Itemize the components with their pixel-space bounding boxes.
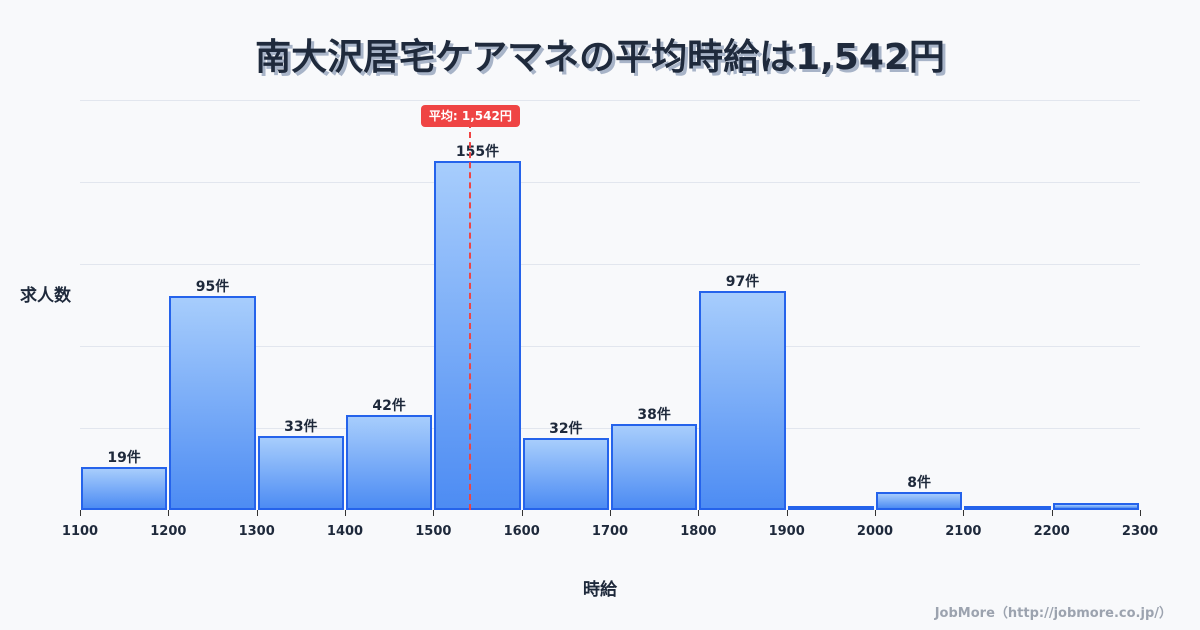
x-tick	[1140, 510, 1141, 516]
x-tick	[786, 510, 788, 516]
plot-area: 19件 95件 33件 42件 155件 32件 38件 97件 8件	[80, 100, 1140, 510]
x-tick	[345, 510, 346, 516]
x-tick-label: 1600	[503, 524, 540, 539]
x-tick-label: 1500	[415, 524, 452, 539]
x-tick	[1051, 510, 1053, 516]
y-axis-title: 求人数	[20, 286, 71, 306]
bar-value-label: 38件	[637, 407, 671, 424]
bar-value-label: 42件	[372, 398, 406, 415]
x-tick-label: 2300	[1121, 524, 1159, 539]
x-tick	[80, 510, 81, 516]
x-tick	[698, 510, 700, 516]
bar-value-label: 32件	[549, 420, 583, 437]
histogram-bar	[876, 491, 963, 510]
x-tick	[875, 510, 876, 516]
x-tick	[521, 510, 523, 516]
histogram-bar	[257, 435, 344, 510]
histogram-bar	[522, 437, 609, 510]
x-tick-label: 1700	[591, 524, 629, 539]
x-tick	[433, 510, 435, 516]
x-tick-label: 1100	[61, 524, 99, 539]
x-tick-label: 2000	[856, 524, 894, 539]
gridline	[80, 264, 1140, 265]
gridline	[80, 346, 1140, 347]
bar-value-label: 155件	[455, 143, 500, 160]
x-tick-label: 1400	[326, 524, 364, 539]
source-credit: JobMore（http://jobmore.co.jp/）	[934, 606, 1172, 621]
histogram-bar	[611, 424, 698, 510]
histogram-bar	[787, 506, 874, 510]
bar-value-label: 97件	[725, 274, 760, 291]
histogram-bar	[346, 415, 433, 510]
x-tick-label: 1900	[768, 524, 805, 539]
mean-line	[469, 122, 472, 510]
histogram-bar	[434, 160, 521, 510]
x-tick	[256, 510, 258, 516]
bar-value-label: 8件	[907, 474, 932, 491]
x-tick-label: 1300	[238, 524, 275, 539]
histogram-bar	[964, 505, 1051, 510]
gridline	[80, 428, 1140, 429]
histogram-bar	[169, 296, 256, 510]
x-axis-title: 時給	[583, 580, 617, 600]
x-tick	[168, 510, 170, 516]
bar-value-label: 95件	[195, 278, 230, 295]
x-tick	[963, 510, 965, 516]
mean-badge: 平均: 1,542円	[420, 105, 520, 127]
x-tick-label: 1200	[150, 524, 187, 539]
bar-value-label: 33件	[284, 418, 318, 435]
x-tick-label: 2100	[945, 524, 982, 539]
bar-value-label: 19件	[107, 450, 141, 467]
x-tick-label: 2200	[1033, 524, 1070, 539]
gridline	[80, 182, 1140, 183]
histogram-bar	[1052, 503, 1139, 510]
x-tick	[610, 510, 611, 516]
x-tick-label: 1800	[680, 524, 717, 539]
gridline	[80, 100, 1140, 101]
histogram-bar	[699, 291, 786, 510]
histogram-bar	[81, 467, 168, 510]
chart-title: 南大沢居宅ケアマネの平均時給は1,542円	[255, 37, 945, 78]
